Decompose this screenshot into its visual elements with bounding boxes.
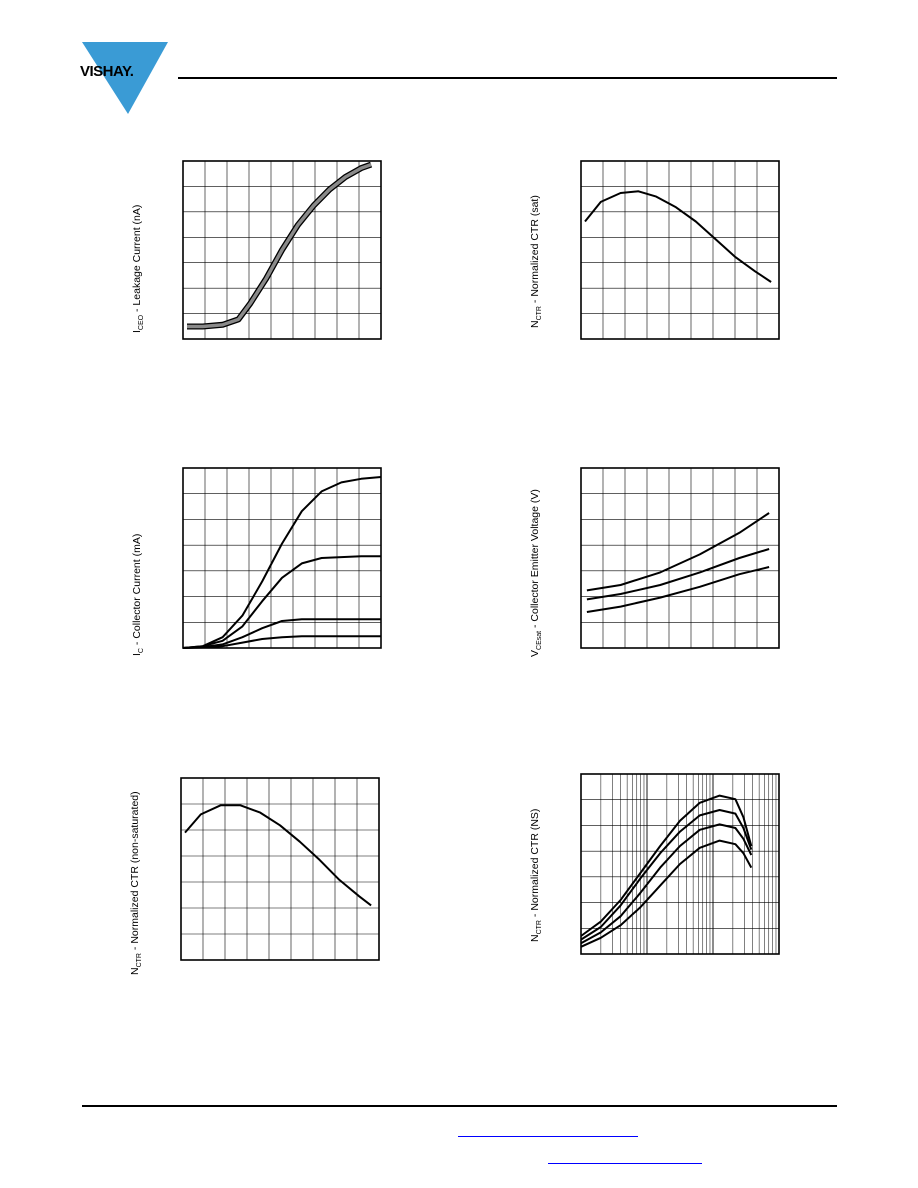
collector-current-chart xyxy=(182,467,382,649)
logo-text: VISHAY. xyxy=(80,63,134,80)
leakage-ylabel: ICEO - Leakage Current (nA) xyxy=(131,204,146,333)
ctr-ns-ylabel: NCTR - Normalized CTR (NS) xyxy=(529,808,544,942)
header-rule xyxy=(178,77,837,79)
plot-frame xyxy=(182,467,382,649)
series-line-2 xyxy=(580,823,753,945)
series-line-1 xyxy=(580,809,753,941)
series-line-1 xyxy=(182,555,381,649)
collector-current-ylabel: IC - Collector Current (mA) xyxy=(131,533,146,656)
series-band-outline xyxy=(187,161,373,330)
ctr-ns-chart xyxy=(580,773,780,955)
series-line-0 xyxy=(586,512,770,592)
ctr-nonsat-chart xyxy=(180,777,380,961)
vishay-logo: VISHAY. xyxy=(78,40,178,116)
ctr-sat-plot xyxy=(580,160,780,340)
ctr-sat-chart xyxy=(580,160,780,340)
leakage-current-chart xyxy=(182,160,382,340)
footer-link-1[interactable] xyxy=(458,1136,638,1137)
plot-frame xyxy=(182,160,382,340)
series-line-0 xyxy=(580,794,753,937)
vcesat-ylabel: VCEsat - Collector Emitter Voltage (V) xyxy=(529,489,544,657)
ctr-sat-ylabel: NCTR - Normalized CTR (sat) xyxy=(529,195,544,328)
footer-rule xyxy=(82,1105,837,1107)
series-line-3 xyxy=(580,839,753,948)
vcesat-plot xyxy=(580,467,780,649)
series-line-0 xyxy=(182,476,382,649)
plot-frame xyxy=(580,467,780,649)
series-line-0 xyxy=(184,804,372,907)
ctr-ns-plot xyxy=(580,773,780,955)
series-line-0 xyxy=(584,190,772,283)
series-band-fill xyxy=(187,162,372,329)
collector-current-plot xyxy=(182,467,382,649)
ctr-nonsat-ylabel: NCTR - Normalized CTR (non-saturated) xyxy=(129,791,144,975)
series-line-2 xyxy=(182,618,381,649)
ctr-nonsat-plot xyxy=(180,777,380,961)
leakage-current-plot xyxy=(182,160,382,340)
series-line-1 xyxy=(586,548,770,601)
series-line-3 xyxy=(182,635,381,649)
vcesat-chart xyxy=(580,467,780,649)
footer-link-2[interactable] xyxy=(548,1163,702,1164)
plot-frame xyxy=(180,777,380,961)
plot-frame xyxy=(580,160,780,340)
series-line-2 xyxy=(586,566,770,613)
plot-frame xyxy=(580,773,780,955)
